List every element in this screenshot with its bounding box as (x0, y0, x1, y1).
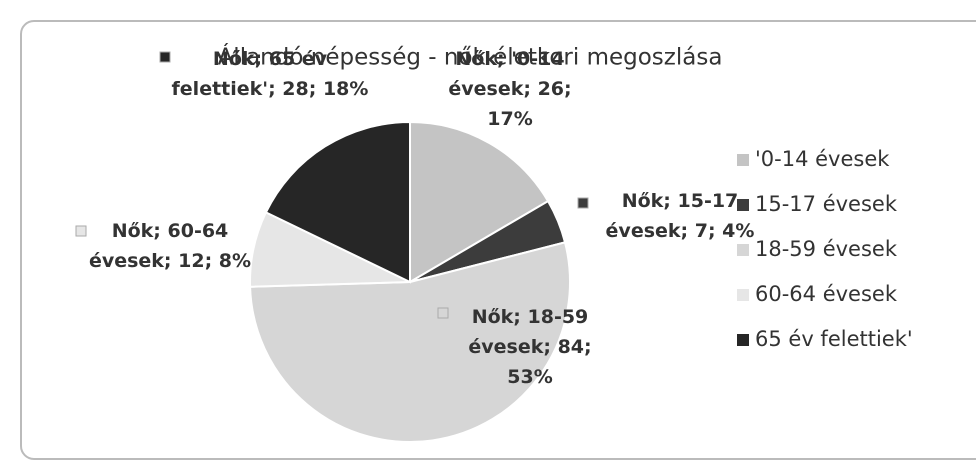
data-label: Nők; 15-17 évesek; 7; 4% (605, 190, 755, 242)
legend-label: 15-17 évesek (755, 192, 898, 216)
chart: Állandó népesség - nők életkori megoszlá… (75, 43, 913, 443)
label-key (437, 307, 449, 319)
data-label: Nők; 18-59 évesek; 84; 53% (468, 306, 592, 388)
chart-title: Állandó népesség - nők életkori megoszlá… (218, 43, 723, 71)
legend-label: 18-59 évesek (755, 237, 898, 261)
label-key (75, 225, 87, 237)
label-key (159, 51, 171, 63)
pie-slice (409, 120, 550, 284)
pie-slice (249, 241, 571, 443)
data-label: Nők; 60-64 évesek; 12; 8% (88, 220, 252, 272)
legend-label: '0-14 évesek (755, 147, 890, 171)
label-key (577, 197, 589, 209)
page: Állandó népesség - nők életkori megoszlá… (20, 20, 976, 460)
legend-swatch (737, 289, 749, 301)
legend-swatch (737, 199, 749, 211)
legend-swatch (737, 154, 749, 166)
legend-swatch (737, 334, 749, 346)
legend-swatch (737, 244, 749, 256)
data-label: Nők; '0-14 évesek; 26; 17% (448, 48, 572, 130)
legend-label: 60-64 évesek (755, 282, 898, 306)
pie-slice (264, 120, 411, 284)
legend-label: 65 év felettiek' (755, 327, 913, 351)
data-label: Nők; 65 év felettiek'; 28; 18% (171, 48, 369, 100)
